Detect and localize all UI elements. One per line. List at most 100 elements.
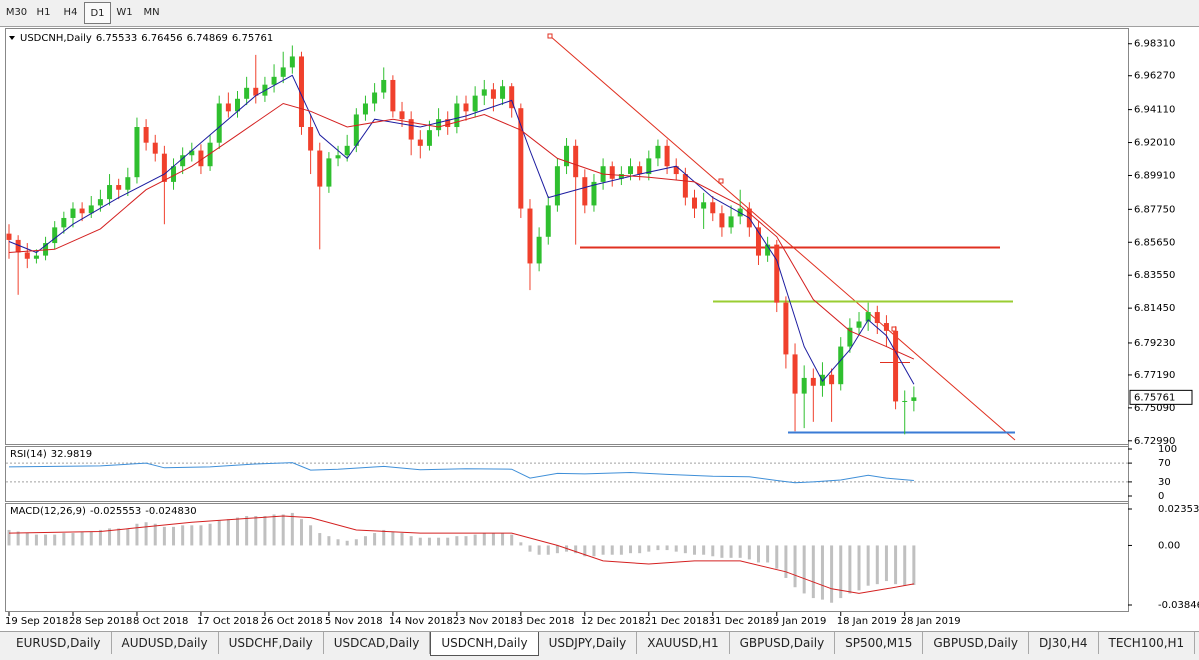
candle-body [682, 174, 688, 198]
candle-body [298, 56, 304, 128]
high: 6.76456 [141, 33, 182, 44]
macd-bar [574, 545, 578, 554]
candle-body [362, 103, 368, 115]
chart-tab[interactable]: EURUSD,Daily [6, 632, 112, 654]
timeframe-button[interactable]: H4 [63, 7, 78, 18]
macd-bar [126, 528, 130, 546]
candle-body [143, 127, 149, 143]
timeframe-button[interactable]: M30 [5, 7, 28, 18]
timeframe-button[interactable]: W1 [116, 7, 133, 18]
macd-bar [281, 514, 285, 546]
macd-bar [738, 545, 742, 558]
macd-bar [89, 531, 93, 546]
candle-body [317, 150, 323, 187]
candle-body [902, 400, 908, 402]
chart-tab[interactable]: USDCAD,Daily [324, 632, 431, 654]
candle-body [6, 233, 12, 240]
y-tick-label: 100 [1158, 444, 1177, 455]
candle-body [225, 103, 231, 112]
macd-bar [519, 542, 523, 546]
y-tick-label: 6.77190 [1134, 370, 1175, 381]
candle-body [15, 239, 21, 253]
macd-bar [510, 534, 514, 546]
chart-tab[interactable]: TECH100,H1 [1099, 632, 1196, 654]
rsi-value: 32.9819 [51, 449, 92, 460]
candle-body [646, 158, 652, 175]
macd-bar [729, 545, 733, 558]
macd-bar [217, 520, 221, 546]
macd-bar [473, 534, 477, 546]
chart-tab[interactable]: SP500,M15 [835, 632, 924, 654]
candle-body [865, 312, 871, 322]
y-tick-label: 0 [1158, 491, 1164, 502]
candle-body [161, 153, 167, 182]
chart-tab[interactable]: GBPUSD,Daily [923, 632, 1029, 654]
macd-bar [226, 519, 230, 546]
open: 6.75533 [96, 33, 137, 44]
candle-body [527, 208, 533, 264]
signal-line [8, 515, 914, 594]
candle-body [545, 205, 551, 237]
candle-body [893, 330, 899, 402]
macd-bar [528, 545, 532, 552]
macd-bar [98, 529, 102, 546]
candle-body [381, 79, 387, 93]
x-tick-label: 28 Sep 2018 [69, 616, 132, 627]
macd-bar [446, 537, 450, 546]
macd-bar [34, 534, 38, 546]
macd-bar [683, 545, 687, 554]
y-tick-label: 6.81450 [1134, 303, 1175, 314]
candle-body [463, 103, 469, 112]
dropdown-icon [9, 36, 15, 40]
macd-bar [144, 522, 148, 546]
candle-body [198, 150, 204, 167]
candle-body [134, 127, 140, 178]
candle-body [426, 130, 432, 146]
candle-body [801, 377, 807, 394]
chart-tab[interactable]: USDCNH,Daily [430, 632, 539, 656]
candle-body [591, 181, 597, 206]
y-tick-label: 6.96270 [1134, 71, 1175, 82]
macd-bar [848, 545, 852, 594]
chart-tab[interactable]: GBPUSD,Daily [730, 632, 836, 654]
trend-anchor [547, 33, 553, 39]
macd-bar [583, 545, 587, 557]
chart-tab[interactable]: DJ30,H4 [1029, 632, 1099, 654]
y-tick-label: 6.92010 [1134, 138, 1175, 149]
y-tick-label: 6.79230 [1134, 338, 1175, 349]
candle-body [472, 95, 478, 112]
macd-bar [884, 545, 888, 582]
x-tick-label: 14 Nov 2018 [389, 616, 453, 627]
candle-body [43, 243, 49, 256]
macd-bar [555, 545, 559, 554]
macd-bar [656, 545, 660, 551]
candle-body [490, 89, 496, 99]
macd-bar [820, 545, 824, 600]
macd-bar [363, 536, 367, 546]
candle-body [637, 166, 643, 175]
chart-tab[interactable]: AUDUSD,Daily [112, 632, 219, 654]
candle-body [847, 327, 853, 347]
candle-body [372, 92, 378, 104]
moving-average [8, 74, 915, 385]
chart-tab[interactable]: USDJPY,Daily [539, 632, 638, 654]
candle-body [207, 142, 213, 167]
candle-body [408, 119, 414, 140]
macd-bar [44, 534, 48, 546]
chart-tab[interactable]: USDCHF,Daily [219, 632, 324, 654]
macd-value: -0.025553 [90, 506, 141, 517]
candle-body [61, 217, 67, 228]
macd-title: MACD(12,26,9) [10, 506, 86, 517]
macd-bar [345, 540, 349, 546]
chart-tab[interactable]: XAUUSD,H1 [637, 632, 730, 654]
timeframe-button[interactable]: D1 [84, 2, 111, 24]
candle-body [116, 185, 122, 190]
timeframe-button[interactable]: MN [143, 7, 160, 18]
macd-bar [7, 529, 11, 546]
candle-body [673, 166, 679, 175]
y-tick-label: 6.85650 [1134, 237, 1175, 248]
macd-bar [537, 545, 541, 555]
timeframe-button[interactable]: H1 [36, 7, 51, 18]
chart-title: USDCNH,Daily [20, 33, 92, 44]
candle-body [564, 145, 570, 167]
